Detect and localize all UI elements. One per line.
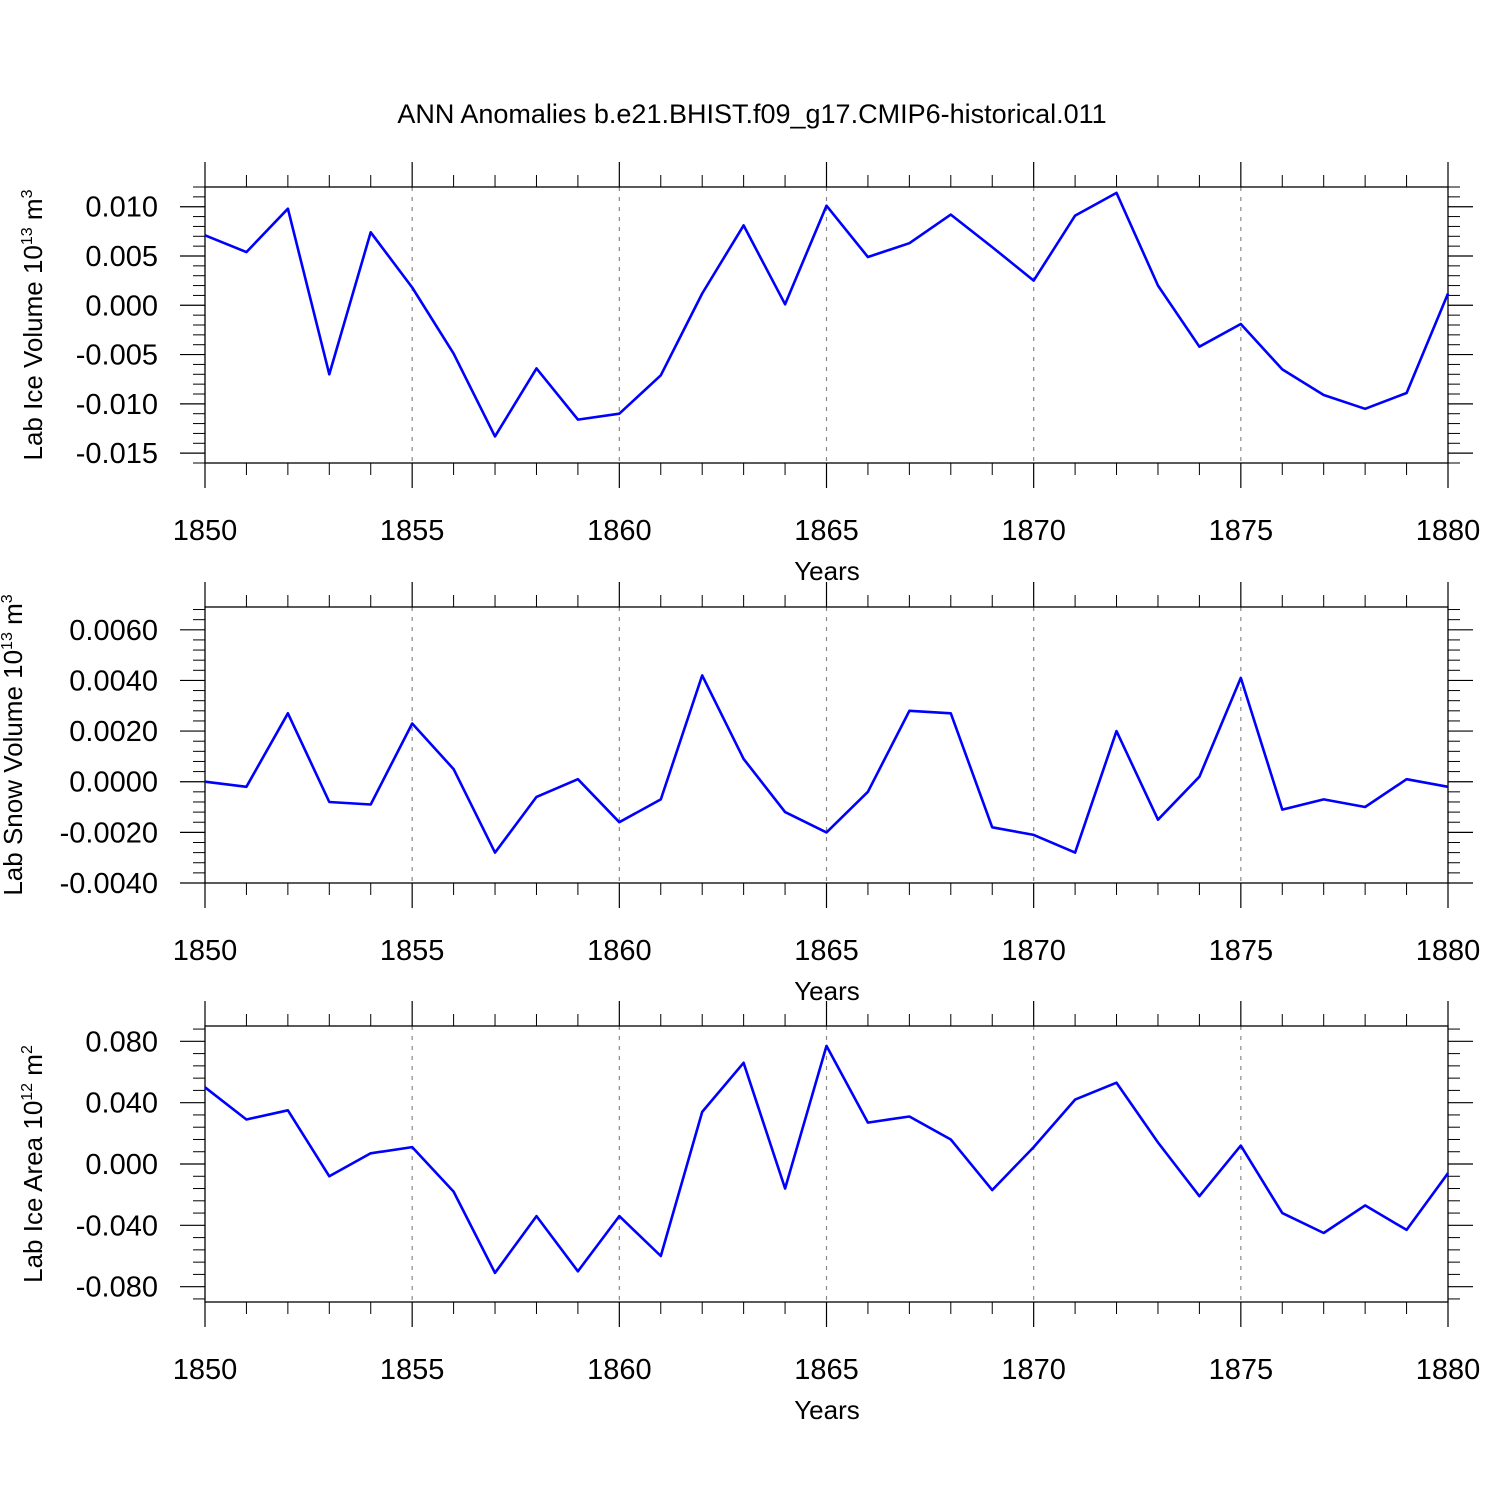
x-tick-label: 1875 bbox=[1209, 1354, 1274, 1386]
y-tick-label: -0.0040 bbox=[60, 868, 158, 900]
x-tick-label: 1860 bbox=[587, 1354, 652, 1386]
y-tick-label: 0.000 bbox=[85, 290, 158, 322]
y-tick-label: -0.040 bbox=[76, 1210, 158, 1242]
x-tick-label: 1870 bbox=[1001, 935, 1066, 967]
y-tick-label: -0.080 bbox=[76, 1272, 158, 1304]
y-axis-label: Lab Snow Volume 1013 m3 bbox=[0, 594, 28, 895]
y-tick-label: 0.0060 bbox=[69, 615, 158, 647]
x-tick-label: 1875 bbox=[1209, 515, 1274, 547]
y-tick-label: 0.0000 bbox=[69, 767, 158, 799]
x-tick-label: 1870 bbox=[1001, 515, 1066, 547]
x-tick-label: 1880 bbox=[1416, 935, 1481, 967]
x-tick-label: 1855 bbox=[380, 515, 445, 547]
y-tick-label: -0.005 bbox=[76, 340, 158, 372]
x-tick-label: 1860 bbox=[587, 515, 652, 547]
y-tick-label: -0.0020 bbox=[60, 817, 158, 849]
y-tick-label: 0.010 bbox=[85, 192, 158, 224]
x-tick-label: 1850 bbox=[173, 935, 238, 967]
figure-title: ANN Anomalies b.e21.BHIST.f09_g17.CMIP6-… bbox=[397, 99, 1106, 129]
x-tick-label: 1855 bbox=[380, 1354, 445, 1386]
y-tick-label: 0.040 bbox=[85, 1088, 158, 1120]
series-line bbox=[204, 1044, 1450, 1275]
y-tick-label: -0.015 bbox=[76, 438, 158, 470]
y-tick-label: 0.0040 bbox=[69, 665, 158, 697]
x-tick-label: 1870 bbox=[1001, 1354, 1066, 1386]
y-axis-label: Lab Ice Volume 1013 m3 bbox=[18, 189, 48, 460]
y-tick-label: 0.080 bbox=[85, 1026, 158, 1058]
x-tick-label: 1850 bbox=[173, 515, 238, 547]
x-tick-label: 1850 bbox=[173, 1354, 238, 1386]
panel-ice-volume: 1850 1855 1860 1865 1870 1875 1880 0.010 0.005 0.… bbox=[18, 162, 1480, 586]
x-tick-label: 1860 bbox=[587, 935, 652, 967]
series-line bbox=[204, 191, 1450, 438]
y-tick-label: 0.000 bbox=[85, 1149, 158, 1181]
x-tick-label: 1875 bbox=[1209, 935, 1274, 967]
x-tick-label: 1880 bbox=[1416, 515, 1481, 547]
y-tick-label: 0.0020 bbox=[69, 716, 158, 748]
series-line bbox=[204, 674, 1449, 854]
panel-snow-volume: 1850 1855 1860 1865 1870 1875 1880 0.0060 0.0040… bbox=[0, 582, 1480, 1006]
y-tick-label: -0.010 bbox=[76, 389, 158, 421]
x-axis-label: Years bbox=[794, 556, 860, 586]
x-tick-label: 1855 bbox=[380, 935, 445, 967]
panel-ice-area: 1850 1855 1860 1865 1870 1875 1880 0.080 0.040 0.… bbox=[18, 1001, 1480, 1425]
x-tick-label: 1865 bbox=[794, 1354, 859, 1386]
x-axis-label: Years bbox=[794, 1395, 860, 1425]
x-tick-label: 1865 bbox=[794, 935, 859, 967]
y-axis-label: Lab Ice Area 1012 m2 bbox=[18, 1045, 48, 1283]
x-tick-label: 1865 bbox=[794, 515, 859, 547]
x-tick-label: 1880 bbox=[1416, 1354, 1481, 1386]
y-tick-label: 0.005 bbox=[85, 241, 158, 273]
